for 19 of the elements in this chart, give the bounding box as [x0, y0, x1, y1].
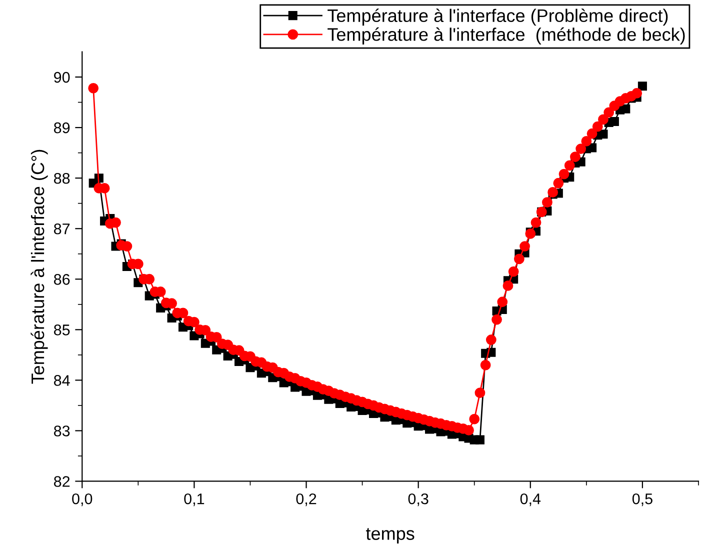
x-tick-label: 0,2 — [296, 493, 316, 506]
x-tick-label: 0,1 — [184, 493, 204, 506]
x-tick-label: 0,0 — [72, 493, 92, 506]
y-axis-title: Température à l'interface (C°) — [30, 150, 48, 384]
x-axis-title: temps — [366, 528, 414, 544]
y-tick-label: 84 — [54, 375, 70, 386]
y-tick-label: 86 — [54, 274, 70, 285]
y-tick-label: 89 — [54, 122, 70, 134]
x-tick-label: 0,5 — [632, 493, 652, 506]
legend-label: Température à l'interface (Problème direct) — [328, 8, 668, 26]
y-tick-label: 87 — [54, 223, 70, 234]
y-tick-label: 90 — [54, 72, 70, 83]
y-tick-label: 82 — [54, 476, 70, 487]
x-tick-label: 0,4 — [520, 493, 541, 506]
y-tick-label: 83 — [54, 426, 70, 436]
x-tick-label: 0,3 — [408, 493, 428, 506]
y-tick-label: 88 — [54, 172, 70, 184]
legend-label: Température à l'interface (méthode de beck) — [328, 27, 685, 44]
y-tick-label: 85 — [54, 324, 70, 336]
